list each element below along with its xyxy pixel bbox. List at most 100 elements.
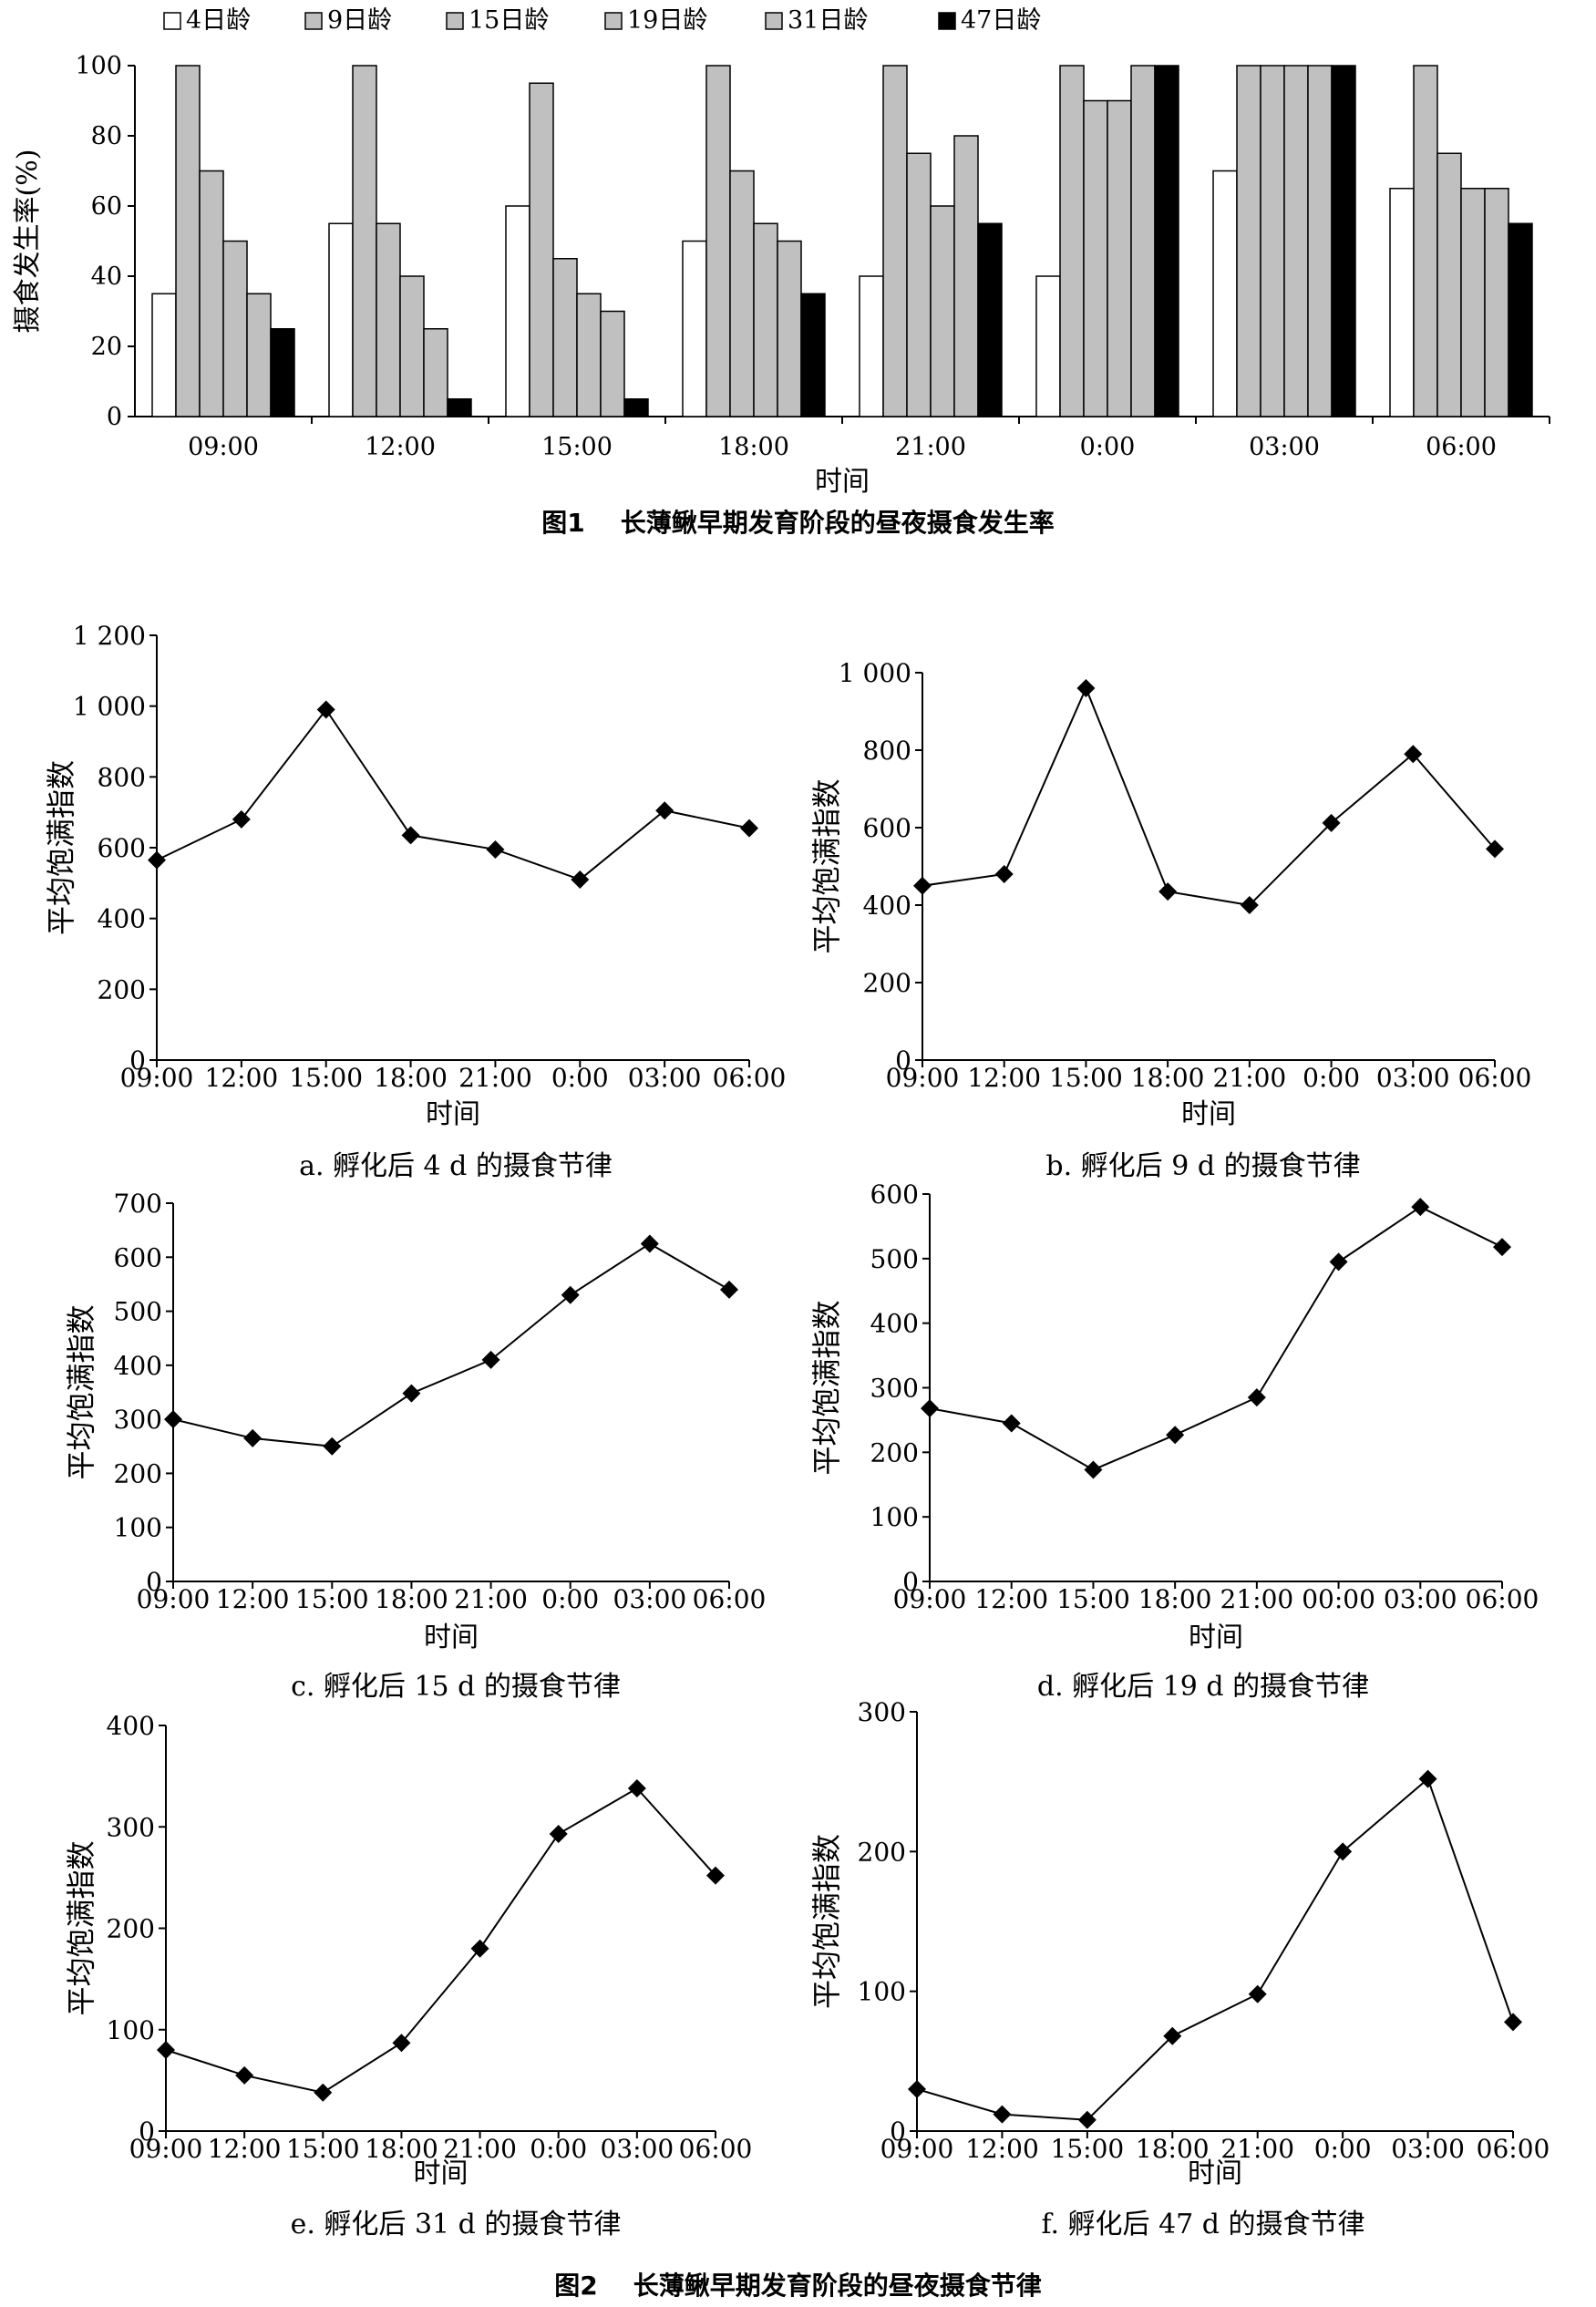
bar-47日龄-03:00 — [1331, 65, 1356, 417]
data-point-12:00 — [243, 1428, 263, 1447]
bar-19日龄-12:00 — [399, 275, 425, 417]
data-point-12:00 — [994, 865, 1014, 883]
x-tick-label: 21:00 — [895, 433, 966, 461]
x-tick-label: 12:00 — [208, 2134, 282, 2164]
y-tick-label: 500 — [114, 1297, 162, 1327]
legend-swatch-6 — [938, 12, 956, 30]
data-point-18:00 — [402, 1384, 421, 1403]
x-tick-label: 0:00 — [1080, 433, 1136, 461]
x-tick-label: 06:00 — [1477, 2134, 1550, 2164]
x-tick-label: 21:00 — [443, 2134, 517, 2164]
y-tick-label: 0 — [146, 1567, 162, 1597]
y-tick-label: 0 — [890, 2116, 906, 2147]
data-point-15:00 — [323, 1437, 342, 1456]
bar-15日龄-09:00 — [199, 170, 224, 417]
x-tick-label: 0:00 — [530, 2134, 587, 2164]
x-tick-label: 06:00 — [693, 1584, 767, 1614]
y-tick-label: 100 — [114, 1513, 162, 1543]
data-point-12:00 — [235, 2065, 254, 2085]
series-line — [916, 1777, 1514, 2121]
bar-47日龄-18:00 — [800, 293, 826, 417]
data-point-06:00 — [1486, 839, 1504, 859]
x-axis-title: 时间 — [1188, 2158, 1242, 2189]
bar-4日龄-12:00 — [328, 222, 354, 417]
bar-47日龄-15:00 — [623, 398, 649, 417]
x-tick-label: 12:00 — [365, 433, 436, 461]
x-tick-label: 18:00 — [365, 2134, 438, 2164]
y-tick-label: 200 — [107, 1914, 155, 1944]
data-point-03:00 — [627, 1778, 646, 1797]
y-tick-label: 0 — [895, 1045, 911, 1076]
y-tick-label: 1 000 — [839, 658, 911, 688]
x-axis-title: 时间 — [1181, 1098, 1236, 1130]
data-point-0:00 — [561, 1285, 580, 1304]
y-tick-label: 800 — [863, 736, 911, 766]
bar-19日龄-09:00 — [222, 240, 248, 417]
legend-label-5: 31日龄 — [788, 6, 868, 35]
y-tick-label: 400 — [863, 891, 911, 921]
data-point-15:00 — [1084, 1460, 1103, 1479]
bar-31日龄-18:00 — [777, 240, 802, 417]
x-tick-label: 21:00 — [1220, 2134, 1294, 2164]
series-line — [172, 1242, 730, 1447]
x-tick-label: 06:00 — [679, 2134, 753, 2164]
x-tick-label: 21:00 — [1220, 1584, 1294, 1614]
series-line — [156, 707, 750, 881]
x-tick-label: 12:00 — [974, 1584, 1048, 1614]
bar-9日龄-12:00 — [352, 65, 377, 417]
y-axis-title: 平均饱满指数 — [64, 1304, 98, 1479]
bar-31日龄-15:00 — [600, 310, 625, 417]
bar-4日龄-15:00 — [505, 205, 530, 417]
bar-47日龄-0:00 — [1154, 65, 1179, 417]
data-point-18:00 — [392, 2034, 411, 2053]
y-tick-label: 400 — [107, 1711, 155, 1741]
data-point-09:00 — [157, 2041, 175, 2059]
data-point-09:00 — [164, 1410, 182, 1429]
x-tick-label: 18:00 — [374, 1063, 448, 1093]
data-point-03:00 — [640, 1234, 659, 1253]
x-tick-label: 15:00 — [286, 2134, 360, 2164]
data-point-18:00 — [1166, 1426, 1185, 1445]
y-tick-label: 200 — [114, 1458, 162, 1488]
y-tick-label: 200 — [863, 968, 911, 998]
bar-19日龄-18:00 — [753, 222, 778, 417]
x-tick-label: 15:00 — [1049, 1063, 1123, 1093]
x-tick-label: 09:00 — [120, 1063, 194, 1093]
bar-9日龄-0:00 — [1059, 65, 1085, 417]
bar-31日龄-06:00 — [1484, 188, 1509, 417]
y-tick-label: 1 000 — [73, 692, 146, 722]
x-tick-label: 12:00 — [216, 1584, 290, 1614]
x-tick-label: 06:00 — [713, 1063, 787, 1093]
data-point-09:00 — [913, 876, 932, 895]
legend-label-1: 4日龄 — [186, 6, 251, 35]
bar-4日龄-18:00 — [682, 240, 707, 417]
x-tick-label: 00:00 — [1302, 1584, 1375, 1614]
bar-47日龄-06:00 — [1508, 222, 1533, 417]
x-tick-label: 0:00 — [551, 1063, 609, 1093]
bar-9日龄-18:00 — [705, 65, 731, 417]
y-axis-title: 平均饱满指数 — [809, 1834, 844, 2009]
x-tick-label: 09:00 — [886, 1063, 960, 1093]
bar-4日龄-0:00 — [1035, 275, 1061, 417]
data-point-03:00 — [1411, 1198, 1430, 1217]
x-tick-label: 0:00 — [541, 1584, 599, 1614]
data-point-03:00 — [1404, 745, 1423, 764]
x-tick-label: 18:00 — [718, 433, 789, 461]
bar-15日龄-12:00 — [376, 222, 401, 417]
panel-a-caption: a. 孵化后 4 d 的摄食节律 — [299, 1150, 613, 1182]
data-point-18:00 — [1163, 2026, 1182, 2045]
bar-15日龄-15:00 — [552, 258, 578, 417]
panel-c-caption: c. 孵化后 15 d 的摄食节律 — [291, 1671, 621, 1703]
y-tick-label: 1 200 — [73, 621, 146, 651]
data-point-00:00 — [1329, 1252, 1348, 1272]
bar-31日龄-03:00 — [1307, 65, 1333, 417]
y-tick-label: 0 — [139, 2116, 155, 2147]
y-axis-title: 平均饱满指数 — [809, 778, 844, 953]
bar-9日龄-06:00 — [1413, 65, 1438, 417]
y-tick-label: 200 — [870, 1437, 919, 1468]
x-tick-label: 03:00 — [1384, 1584, 1457, 1614]
data-point-21:00 — [1248, 1984, 1267, 2003]
data-point-12:00 — [232, 809, 251, 829]
data-point-21:00 — [1247, 1388, 1266, 1407]
